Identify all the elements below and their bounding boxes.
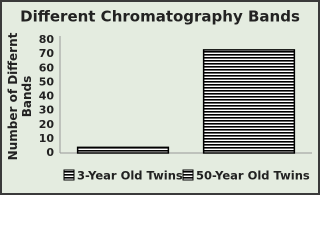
- chart-title: Different Chromatography Bands: [20, 8, 300, 26]
- bar: [76, 146, 170, 154]
- y-tick-label: 80: [39, 33, 55, 46]
- y-tick-label: 20: [39, 118, 55, 131]
- y-tick-label: 10: [39, 132, 55, 145]
- bar: [202, 49, 296, 154]
- y-tick-label: 50: [39, 75, 55, 88]
- legend-label: 3-Year Old Twins: [77, 169, 183, 183]
- y-tick-label: 40: [39, 90, 55, 103]
- legend-swatch: [63, 169, 75, 181]
- y-tick-label: 70: [39, 47, 55, 60]
- y-tick-label: 0: [46, 146, 54, 159]
- y-tick-label: 60: [39, 61, 55, 74]
- y-axis-label: Number of DifferntBands: [6, 32, 34, 160]
- y-tick-label: 30: [39, 104, 55, 117]
- legend-swatch: [182, 169, 194, 181]
- chart: Different Chromatography Bands Number of…: [0, 0, 320, 195]
- legend-label: 50-Year Old Twins: [196, 169, 310, 183]
